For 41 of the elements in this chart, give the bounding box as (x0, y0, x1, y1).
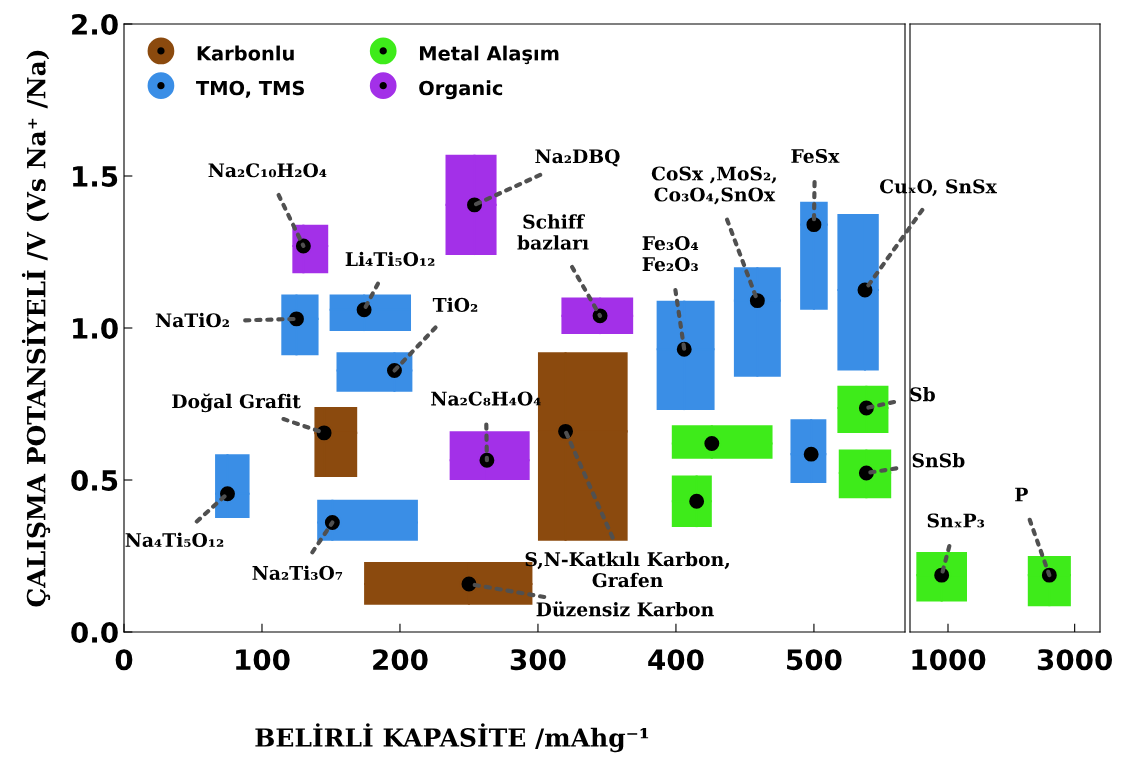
y-tick-label: 0.5 (71, 469, 118, 491)
x-tick-label: 400 (648, 649, 704, 671)
x-tick-label: 100 (236, 649, 290, 671)
annotation: Na₂DBQ (535, 149, 620, 167)
annotation: Na₂C₁₀H₂O₄ (208, 163, 327, 178)
y-tick-label: 0.0 (71, 621, 118, 643)
x-tick-label: 3000 (1037, 649, 1112, 671)
x-tick-label: 1000 (912, 649, 986, 671)
x-axis-title: BELİRLİ KAPASİTE /mAhg⁻¹ (255, 723, 649, 753)
annotation: TiO₂ (432, 297, 478, 312)
annotation: S,N-Katkılı Karbon, Grafen (525, 551, 729, 588)
point (702, 433, 722, 454)
annotation: CoSx ,MoS₂, Co₃O₄,SnOx (651, 166, 776, 205)
point (804, 215, 824, 235)
point (459, 574, 479, 594)
annotation: Na₄Ti₅O₁₂ (125, 532, 224, 548)
legend-label: Organic (419, 80, 503, 100)
y-axis-title: ÇALIŞMA POTANSİYELİ /V (Vs Na⁺ /Na) (21, 50, 51, 607)
annotation: Schiff bazları (517, 214, 589, 250)
x-tick-label: 0 (115, 649, 133, 671)
annotation: FeSx (791, 148, 840, 164)
annotation: Fe₃O₄ Fe₂O₃ (642, 236, 699, 272)
point (855, 280, 875, 300)
annotation: Düzensiz Karbon (536, 601, 714, 617)
x-tick-label: 200 (373, 649, 428, 671)
annotation: SnSb (912, 452, 965, 468)
legend-label: TMO, TMS (196, 80, 304, 98)
x-tick-label: 500 (787, 649, 842, 671)
annotation: NaTiO₂ (155, 312, 229, 328)
annotation: SnₓP₃ (927, 513, 985, 528)
y-tick-label: 2.0 (72, 13, 118, 35)
annotation: Doğal Grafit (172, 393, 301, 413)
point (314, 423, 334, 443)
y-tick-label: 1.0 (73, 317, 118, 339)
annotation: P (1015, 487, 1028, 502)
y-tick-label: 1.5 (73, 166, 118, 187)
annotation: Na₂Ti₃O₇ (252, 565, 343, 580)
x-tick-label: 300 (510, 649, 566, 671)
legend-label: Karbonlu (197, 45, 294, 61)
annotation: Li₄Ti₅O₁₂ (345, 251, 435, 267)
legend-label: Metal Alaşım (419, 45, 559, 65)
